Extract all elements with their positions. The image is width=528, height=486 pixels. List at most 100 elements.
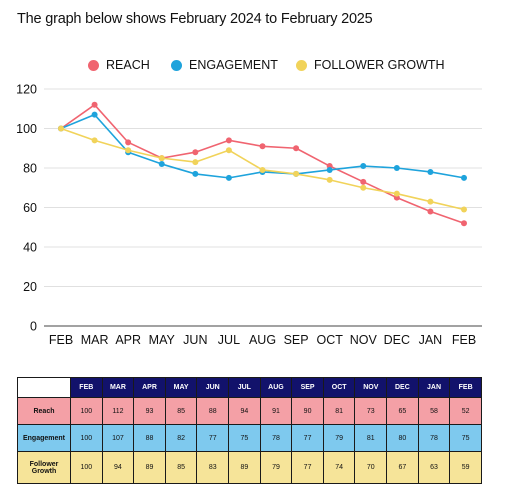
table-cell: 65 xyxy=(386,397,419,425)
table-cell: 85 xyxy=(164,397,198,425)
x-tick-label-10: DEC xyxy=(384,333,410,347)
table-cell: 67 xyxy=(386,451,419,484)
table-cell: 75 xyxy=(449,424,482,452)
data-point-follower-growth xyxy=(158,155,165,162)
table-cell: 100 xyxy=(70,424,103,452)
table-cell: 80 xyxy=(386,424,419,452)
table-cell: 83 xyxy=(196,451,230,484)
data-table: FEB MAR APR MAY JUN JUL AUG SEP OCT NOV DEC JAN FEB … xyxy=(17,377,482,484)
y-tick-label: 40 xyxy=(23,241,37,255)
data-point-follower-growth xyxy=(326,176,333,183)
table-row: Reach 100 112 93 85 88 94 91 90 81 73 65 58 52 xyxy=(17,397,482,425)
table-cell: 82 xyxy=(164,424,198,452)
table-cell: 91 xyxy=(259,397,293,425)
table-header-cell: JUL xyxy=(228,377,261,398)
table-row-label: Follower Growth xyxy=(17,451,71,484)
table-cell: 81 xyxy=(354,424,388,452)
table-cell: 85 xyxy=(164,451,198,484)
x-tick-label-0: FEB xyxy=(49,333,73,347)
table-row: Engagement 100 107 88 82 77 75 78 77 79 81 80 78 75 xyxy=(17,424,482,452)
data-point-follower-growth xyxy=(293,170,300,177)
table-header-cell: SEP xyxy=(291,377,324,398)
table-cell: 100 xyxy=(70,451,103,484)
table-cell: 77 xyxy=(196,424,230,452)
table-cell: 79 xyxy=(259,451,293,484)
table-cell: 52 xyxy=(449,397,482,425)
page-title: The graph below shows February 2024 to F… xyxy=(17,11,373,27)
data-point-engagement xyxy=(427,168,434,175)
data-point-engagement xyxy=(393,165,400,171)
y-tick-label: 0 xyxy=(30,320,37,334)
data-point-reach xyxy=(427,208,434,215)
table-cell: 88 xyxy=(196,397,230,425)
series-line-reach xyxy=(60,103,465,225)
table-cell: 94 xyxy=(101,451,135,484)
chart-legend: REACH ENGAGEMENT FOLLOWER GROWTH xyxy=(0,58,528,78)
table-header-cell: OCT xyxy=(322,377,356,398)
table-cell: 75 xyxy=(228,424,261,452)
table-cell: 77 xyxy=(291,451,324,484)
table-cell: 90 xyxy=(291,397,324,425)
x-tick-label-9: NOV xyxy=(350,333,378,347)
data-point-reach xyxy=(461,220,467,227)
x-tick-label-2: APR xyxy=(115,333,141,347)
table-cell: 73 xyxy=(354,397,388,425)
x-tick-label-7: SEP xyxy=(284,333,309,347)
table-header-cell: AUG xyxy=(259,377,293,398)
table-cell: 70 xyxy=(354,451,388,484)
line-chart: 0 20 40 60 80 100 120 FEB MAR APR MAY JUN JUL AUG SEP O… xyxy=(16,83,482,347)
data-point-engagement xyxy=(461,174,467,181)
data-point-reach xyxy=(225,137,232,144)
table-row-label: Reach xyxy=(17,397,71,425)
data-point-reach xyxy=(125,139,132,146)
legend-item-follower-growth: FOLLOWER GROWTH xyxy=(296,58,445,72)
table-body: Reach 100 112 93 85 88 94 91 90 81 73 65 58 52 Engagem… xyxy=(17,397,482,484)
data-point-reach xyxy=(360,178,367,185)
x-tick-label-4: JUN xyxy=(183,333,207,347)
legend-item-engagement: ENGAGEMENT xyxy=(171,58,278,72)
x-tick-label-5: JUL xyxy=(218,333,240,347)
table-cell: 78 xyxy=(259,424,293,452)
x-tick-label-8: OCT xyxy=(316,333,343,347)
table-header-cell: NOV xyxy=(354,377,388,398)
data-point-follower-growth xyxy=(259,166,266,173)
table-row: Follower Growth 100 94 89 85 83 89 79 77 74 70 67 63… xyxy=(17,451,482,484)
table-cell: 78 xyxy=(417,424,451,452)
table-cell: 81 xyxy=(322,397,356,425)
legend-label: FOLLOWER GROWTH xyxy=(314,58,445,72)
legend-swatch xyxy=(171,59,182,71)
table-header-cell: JAN xyxy=(417,377,451,398)
data-point-follower-growth xyxy=(427,198,434,205)
table-corner-cell xyxy=(17,377,71,398)
data-point-engagement xyxy=(91,111,98,118)
data-point-engagement xyxy=(158,161,165,168)
table-header-cell: FEB xyxy=(449,377,482,398)
table-header-cell: MAY xyxy=(164,377,198,398)
legend-label: REACH xyxy=(106,58,150,72)
legend-label: ENGAGEMENT xyxy=(189,58,278,72)
data-point-follower-growth xyxy=(192,159,199,166)
table-row-label: Engagement xyxy=(17,424,71,452)
y-tick-label: 60 xyxy=(23,201,37,215)
x-tick-label-1: MAR xyxy=(81,333,109,347)
x-tick-label-11: JAN xyxy=(419,333,443,347)
table-header-cell: FEB xyxy=(70,377,103,398)
table-header-cell: MAR xyxy=(101,377,135,398)
legend-item-reach: REACH xyxy=(88,58,150,72)
data-point-engagement xyxy=(192,170,199,177)
data-point-follower-growth xyxy=(393,190,400,197)
table-header-row: FEB MAR APR MAY JUN JUL AUG SEP OCT NOV DEC JAN FEB xyxy=(17,377,482,398)
table-cell: 59 xyxy=(449,451,482,484)
table-header-cell: JUN xyxy=(196,377,230,398)
table-cell: 79 xyxy=(322,424,356,452)
table-cell: 63 xyxy=(417,451,451,484)
data-point-engagement xyxy=(326,166,333,173)
x-tick-label-12: FEB xyxy=(452,333,476,347)
legend-swatch xyxy=(296,59,307,71)
data-point-follower-growth xyxy=(91,137,98,144)
legend-swatch xyxy=(88,59,99,71)
table-cell: 112 xyxy=(101,397,135,425)
data-point-follower-growth xyxy=(461,206,467,213)
data-point-follower-growth xyxy=(360,184,367,191)
table-cell: 77 xyxy=(291,424,324,452)
